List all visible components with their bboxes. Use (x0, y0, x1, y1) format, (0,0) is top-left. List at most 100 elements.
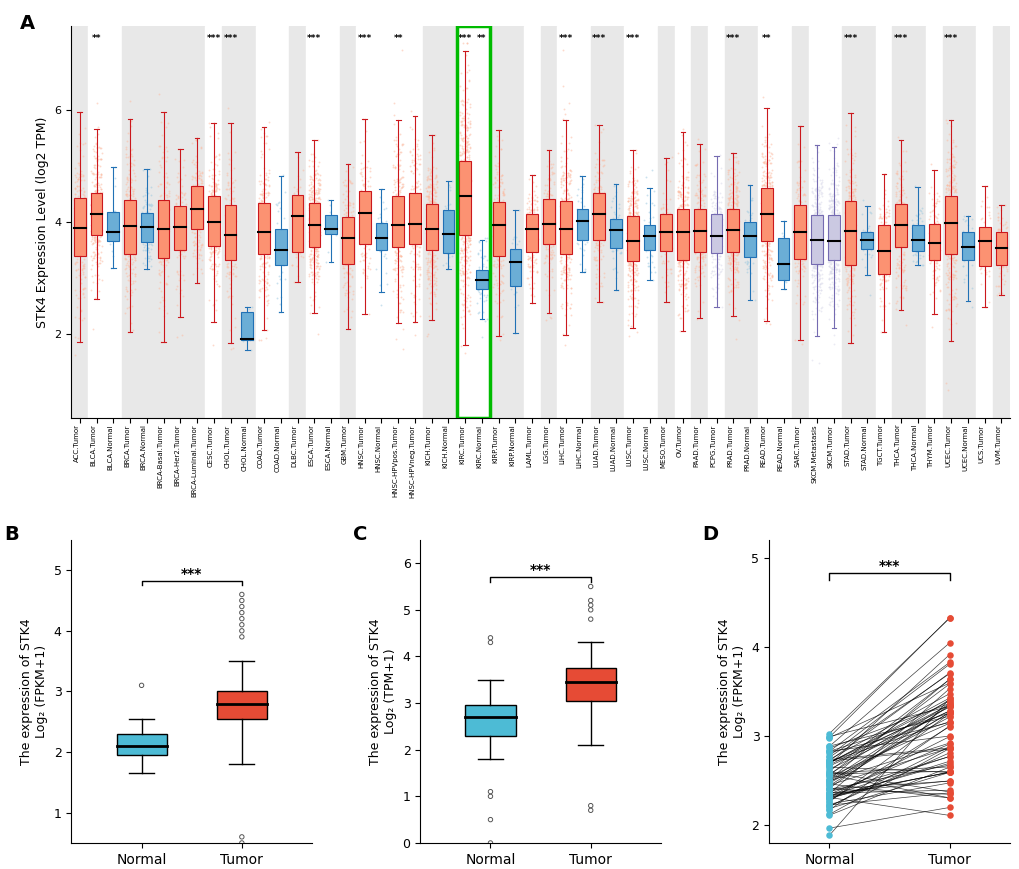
Point (72, 205, 89, 219)
Point (391, 158, 408, 172)
Point (526, 226, 542, 240)
Point (845, 184, 861, 198)
Point (871, 242, 888, 256)
Point (307, 212, 323, 226)
Point (937, 190, 954, 204)
Point (371, 239, 387, 253)
Point (841, 252, 857, 266)
Point (384, 160, 400, 174)
Point (186, 222, 203, 235)
Point (726, 211, 742, 225)
Point (193, 209, 209, 222)
Point (758, 195, 774, 209)
Point (710, 217, 727, 231)
Point (795, 264, 811, 278)
Point (947, 316, 963, 330)
Point (454, 288, 471, 302)
Point (457, 130, 473, 144)
Point (394, 214, 411, 228)
Point (757, 169, 773, 183)
Point (425, 238, 441, 252)
Point (428, 274, 444, 288)
Point (995, 236, 1011, 250)
Point (890, 197, 906, 211)
Text: ***: *** (223, 34, 237, 43)
Point (627, 223, 643, 237)
Point (890, 216, 906, 230)
Point (941, 302, 957, 316)
Point (422, 181, 438, 195)
Point (117, 248, 133, 262)
Point (619, 226, 635, 240)
Point (861, 238, 877, 252)
Point (893, 169, 909, 182)
Point (303, 185, 319, 199)
Point (654, 222, 671, 235)
Point (185, 217, 202, 231)
Point (421, 213, 437, 227)
Point (704, 195, 720, 209)
Point (186, 236, 203, 250)
Point (523, 222, 539, 235)
Point (555, 184, 572, 198)
Point (424, 249, 440, 262)
Point (552, 174, 569, 188)
Point (821, 254, 838, 268)
Point (504, 251, 521, 265)
Point (460, 288, 476, 302)
Point (789, 154, 805, 168)
Point (874, 227, 891, 241)
Point (552, 280, 569, 294)
Point (93, 188, 109, 202)
Point (560, 262, 577, 276)
Point (75, 265, 92, 279)
Point (220, 219, 236, 233)
Point (151, 200, 167, 214)
Point (627, 261, 643, 275)
Point (251, 221, 267, 235)
Point (673, 249, 689, 262)
Point (67, 255, 84, 269)
Point (879, 258, 896, 272)
Point (809, 219, 825, 233)
Point (941, 200, 957, 214)
Point (757, 289, 773, 302)
Point (661, 219, 678, 233)
Point (320, 244, 336, 258)
Point (404, 148, 420, 162)
Point (304, 220, 320, 234)
Point (454, 94, 471, 108)
Point (302, 239, 318, 253)
Point (727, 301, 743, 315)
Point (825, 188, 842, 202)
Point (943, 224, 959, 238)
Point (372, 243, 388, 257)
Point (996, 198, 1012, 212)
Point (763, 148, 780, 162)
Point (847, 258, 863, 272)
Point (821, 213, 838, 227)
Point (839, 291, 855, 305)
Point (722, 227, 739, 241)
Point (820, 744, 837, 758)
Point (853, 207, 869, 221)
Point (205, 272, 221, 286)
Point (694, 216, 710, 230)
Point (153, 257, 169, 271)
Point (758, 162, 774, 176)
Point (488, 274, 504, 288)
Point (871, 275, 888, 289)
Point (541, 310, 557, 324)
Point (904, 217, 920, 231)
Point (829, 222, 846, 236)
Point (722, 245, 739, 259)
Point (452, 242, 469, 256)
Point (361, 214, 377, 228)
Point (803, 228, 819, 242)
Point (758, 247, 774, 261)
Point (494, 215, 511, 229)
Point (76, 241, 93, 255)
Point (877, 211, 894, 225)
Point (122, 256, 139, 270)
Point (74, 169, 91, 182)
